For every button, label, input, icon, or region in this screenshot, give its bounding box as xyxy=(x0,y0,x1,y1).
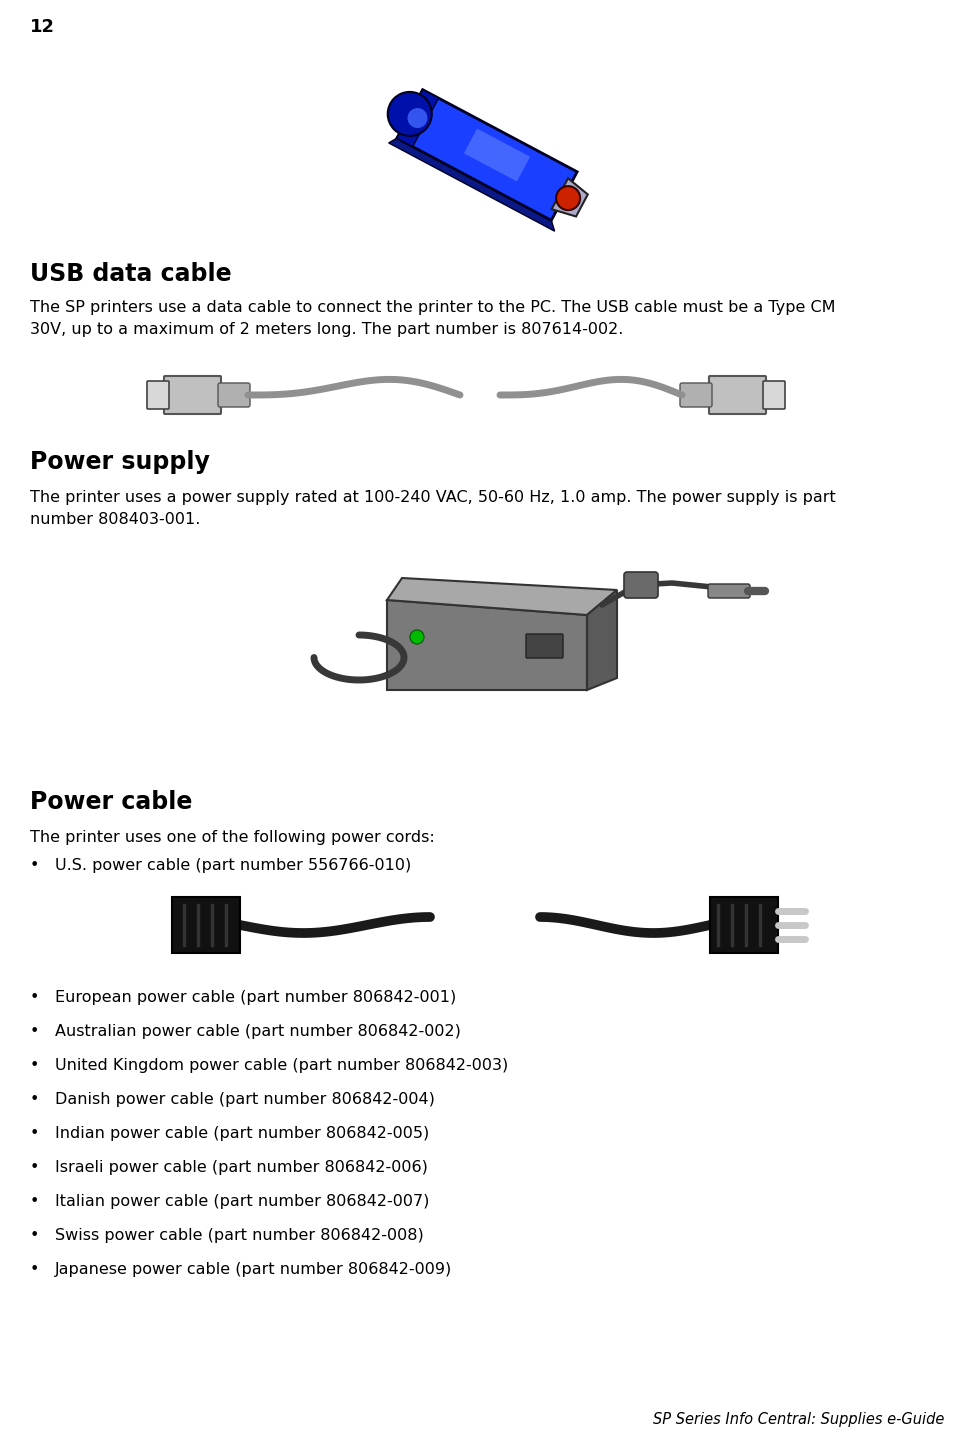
Polygon shape xyxy=(396,89,438,146)
Text: Power cable: Power cable xyxy=(30,791,193,814)
Text: Danish power cable (part number 806842-004): Danish power cable (part number 806842-0… xyxy=(55,1092,434,1106)
Text: Japanese power cable (part number 806842-009): Japanese power cable (part number 806842… xyxy=(55,1261,452,1277)
Text: USB data cable: USB data cable xyxy=(30,263,232,286)
Text: United Kingdom power cable (part number 806842-003): United Kingdom power cable (part number … xyxy=(55,1058,508,1073)
FancyBboxPatch shape xyxy=(172,897,240,953)
Text: The printer uses one of the following power cords:: The printer uses one of the following po… xyxy=(30,829,434,845)
Text: The printer uses a power supply rated at 100-240 VAC, 50-60 Hz, 1.0 amp. The pow: The printer uses a power supply rated at… xyxy=(30,489,836,505)
Polygon shape xyxy=(551,178,587,217)
Polygon shape xyxy=(464,129,530,181)
Polygon shape xyxy=(387,578,617,616)
Text: Swiss power cable (part number 806842-008): Swiss power cable (part number 806842-00… xyxy=(55,1228,424,1243)
Text: number 808403-001.: number 808403-001. xyxy=(30,512,201,527)
FancyBboxPatch shape xyxy=(763,382,785,409)
Text: SP Series Info Central: Supplies e-Guide: SP Series Info Central: Supplies e-Guide xyxy=(653,1412,944,1426)
Text: Israeli power cable (part number 806842-006): Israeli power cable (part number 806842-… xyxy=(55,1159,428,1175)
Circle shape xyxy=(388,92,431,136)
Text: •: • xyxy=(30,990,39,1004)
Text: U.S. power cable (part number 556766-010): U.S. power cable (part number 556766-010… xyxy=(55,858,411,872)
Circle shape xyxy=(410,630,424,644)
Text: Italian power cable (part number 806842-007): Italian power cable (part number 806842-… xyxy=(55,1194,430,1210)
Text: 12: 12 xyxy=(30,19,55,36)
Text: The SP printers use a data cable to connect the printer to the PC. The USB cable: The SP printers use a data cable to conn… xyxy=(30,300,836,316)
FancyBboxPatch shape xyxy=(710,897,778,953)
Text: Indian power cable (part number 806842-005): Indian power cable (part number 806842-0… xyxy=(55,1126,430,1141)
Text: Power supply: Power supply xyxy=(30,451,209,474)
Text: •: • xyxy=(30,1092,39,1106)
Polygon shape xyxy=(387,600,587,690)
FancyBboxPatch shape xyxy=(218,383,250,408)
FancyBboxPatch shape xyxy=(164,376,221,415)
Circle shape xyxy=(407,108,428,128)
FancyBboxPatch shape xyxy=(709,376,766,415)
FancyBboxPatch shape xyxy=(708,584,750,598)
FancyBboxPatch shape xyxy=(147,382,169,409)
Text: •: • xyxy=(30,1159,39,1175)
Polygon shape xyxy=(396,89,578,221)
Polygon shape xyxy=(587,590,617,690)
Text: Australian power cable (part number 806842-002): Australian power cable (part number 8068… xyxy=(55,1025,461,1039)
Text: •: • xyxy=(30,858,39,872)
Text: •: • xyxy=(30,1194,39,1210)
Text: •: • xyxy=(30,1261,39,1277)
Text: •: • xyxy=(30,1025,39,1039)
Polygon shape xyxy=(389,138,554,231)
Circle shape xyxy=(556,187,581,210)
Text: •: • xyxy=(30,1126,39,1141)
FancyBboxPatch shape xyxy=(624,573,658,598)
FancyBboxPatch shape xyxy=(526,634,563,659)
Text: •: • xyxy=(30,1058,39,1073)
Text: European power cable (part number 806842-001): European power cable (part number 806842… xyxy=(55,990,456,1004)
Text: •: • xyxy=(30,1228,39,1243)
FancyBboxPatch shape xyxy=(680,383,712,408)
Text: 30V, up to a maximum of 2 meters long. The part number is 807614-002.: 30V, up to a maximum of 2 meters long. T… xyxy=(30,321,623,337)
